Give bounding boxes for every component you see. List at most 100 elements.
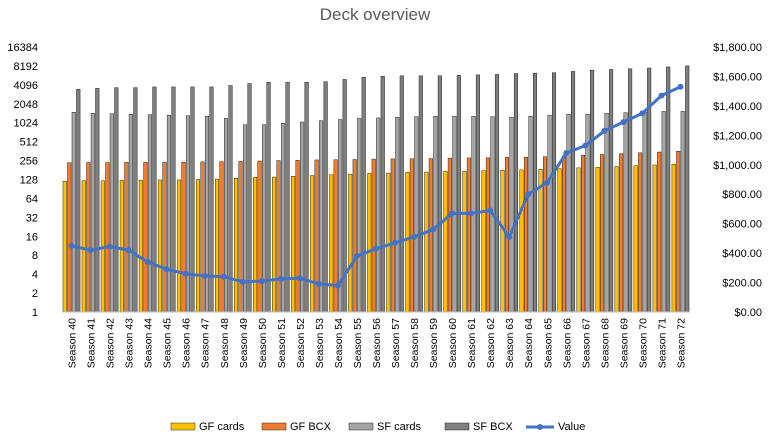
bar-gf-bcx	[257, 160, 262, 313]
bar-gf-cards	[576, 167, 581, 313]
value-point	[220, 273, 227, 280]
x-tick-label: Season 45	[162, 318, 174, 368]
value-point	[201, 272, 208, 279]
bar-sf-bcx	[475, 74, 480, 313]
bar-gf-cards	[614, 166, 619, 313]
bar-gf-cards	[253, 177, 258, 313]
bar-sf-bcx	[437, 75, 442, 313]
bar-gf-bcx	[638, 152, 643, 313]
value-point	[525, 191, 532, 198]
right-tick-label: $800.00	[722, 189, 762, 201]
value-point	[125, 247, 132, 254]
bar-sf-bcx	[133, 87, 138, 313]
legend-label: SF cards	[377, 421, 422, 433]
value-point	[544, 179, 551, 186]
value-point	[239, 278, 246, 285]
bar-gf-cards	[81, 180, 86, 313]
bar-gf-bcx	[105, 162, 110, 313]
bar-gf-cards	[367, 173, 372, 313]
bar-gf-bcx	[181, 161, 186, 313]
bar-gf-bcx	[562, 156, 567, 313]
bar-sf-bcx	[114, 87, 119, 313]
bar-gf-cards	[157, 179, 162, 313]
bar-gf-bcx	[371, 158, 376, 313]
bar-gf-cards	[652, 164, 657, 313]
bar-sf-cards	[224, 118, 229, 313]
bar-gf-bcx	[238, 161, 243, 313]
value-point	[639, 110, 646, 117]
bar-sf-cards	[281, 123, 286, 313]
bar-sf-cards	[357, 118, 362, 313]
bar-gf-cards	[272, 176, 277, 313]
bar-sf-cards	[128, 113, 133, 313]
bar-gf-cards	[329, 174, 334, 313]
x-tick-label: Season 65	[542, 318, 554, 368]
bar-sf-bcx	[380, 76, 385, 313]
bar-gf-bcx	[86, 162, 91, 313]
right-tick-label: $1,200.00	[713, 130, 762, 142]
legend-label: Value	[558, 421, 585, 433]
legend-label: SF BCX	[473, 421, 513, 433]
bar-gf-cards	[519, 169, 524, 313]
bar-gf-bcx	[352, 159, 357, 313]
right-tick-label: $600.00	[722, 219, 762, 231]
legend-swatch	[170, 422, 196, 431]
bar-sf-bcx	[418, 75, 423, 313]
left-tick-label: 512	[20, 137, 38, 149]
bar-gf-cards	[138, 180, 143, 313]
bar-sf-bcx	[666, 66, 671, 313]
bar-sf-bcx	[513, 73, 518, 313]
x-tick-label: Season 67	[580, 318, 592, 368]
value-point	[449, 210, 456, 217]
bar-sf-bcx	[628, 68, 633, 313]
bar-sf-bcx	[247, 83, 252, 313]
bar-gf-cards	[500, 169, 505, 313]
x-tick-label: Season 55	[352, 318, 364, 368]
left-tick-label: 2048	[14, 99, 38, 111]
bar-gf-cards	[481, 170, 486, 313]
x-tick-label: Season 43	[124, 318, 136, 368]
legend-swatch	[348, 422, 374, 431]
value-point	[277, 275, 284, 282]
right-tick-label: $1,600.00	[713, 71, 762, 83]
x-tick-label: Season 66	[561, 318, 573, 368]
x-tick-label: Season 56	[371, 318, 383, 368]
bar-gf-bcx	[124, 162, 129, 313]
value-line-series	[68, 83, 684, 289]
bar-sf-bcx	[609, 69, 614, 313]
bar-sf-bcx	[171, 86, 176, 313]
bar-sf-bcx	[552, 72, 557, 313]
bar-gf-bcx	[390, 158, 395, 313]
x-tick-label: Season 44	[143, 318, 155, 368]
bar-gf-cards	[462, 170, 467, 313]
x-tick-label: Season 49	[238, 318, 250, 368]
bar-sf-cards	[166, 114, 171, 313]
x-tick-label: Season 52	[295, 318, 307, 368]
value-point	[620, 119, 627, 126]
left-tick-label: 256	[20, 156, 38, 168]
x-tick-label: Season 53	[314, 318, 326, 368]
bar-gf-bcx	[619, 153, 624, 313]
bar-gf-bcx	[333, 159, 338, 313]
bar-gf-bcx	[200, 161, 205, 313]
bar-gf-bcx	[447, 157, 452, 313]
value-point	[163, 266, 170, 273]
chart-title: Deck overview	[320, 5, 431, 24]
x-tick-label: Season 68	[599, 318, 611, 368]
value-point	[582, 142, 589, 149]
x-tick-label: Season 42	[105, 318, 117, 368]
bar-gf-bcx	[485, 157, 490, 313]
bar-sf-bcx	[266, 82, 271, 313]
bar-gf-cards	[234, 178, 239, 313]
bar-gf-bcx	[581, 155, 586, 313]
bar-gf-bcx	[657, 151, 662, 313]
bar-gf-cards	[195, 179, 200, 313]
right-tick-label: $200.00	[722, 278, 762, 290]
bar-series	[62, 65, 690, 313]
bar-gf-cards	[119, 180, 124, 313]
value-point	[182, 270, 189, 277]
value-point	[658, 92, 665, 99]
bar-sf-bcx	[456, 75, 461, 313]
left-tick-label: 1024	[14, 118, 38, 130]
